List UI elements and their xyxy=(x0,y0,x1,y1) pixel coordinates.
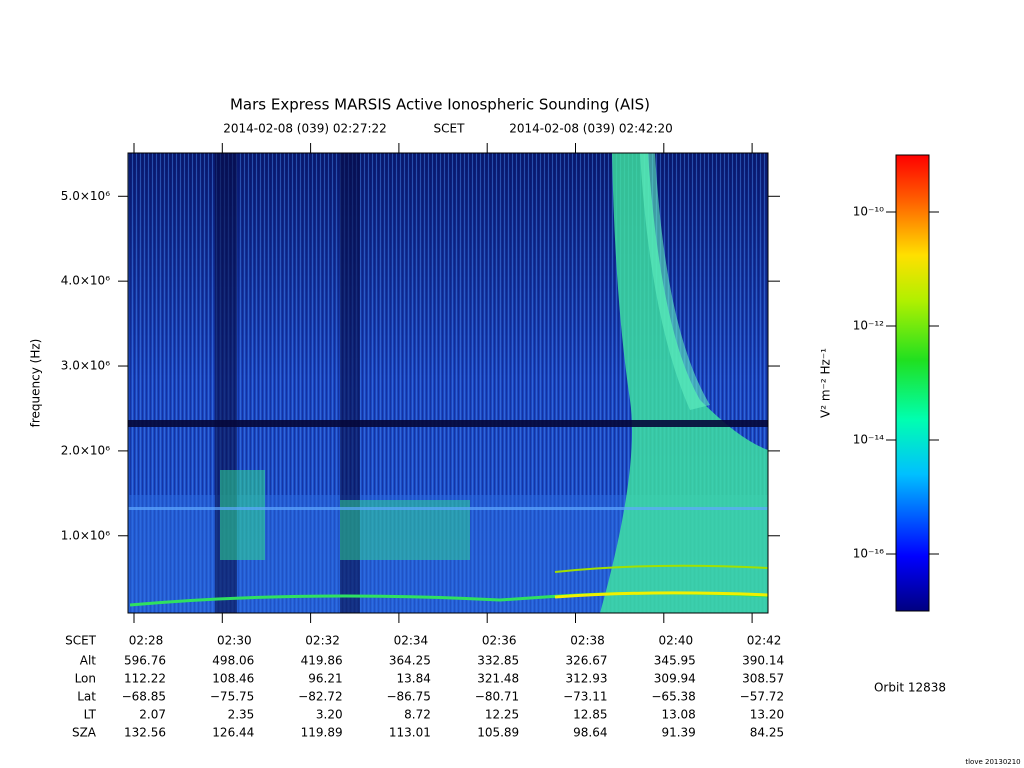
y-tick-label: 2.0×10⁶ xyxy=(61,443,110,457)
colorbar-tick-label: 10⁻¹⁶ xyxy=(853,547,884,561)
y-tick-label: 3.0×10⁶ xyxy=(61,359,110,373)
colorbar-label: V² m⁻² Hz⁻¹ xyxy=(819,348,833,418)
ephemeris-row-label: Lon xyxy=(75,672,96,686)
ephemeris-value: 419.86 xyxy=(301,654,343,668)
y-axis-label: frequency (Hz) xyxy=(29,339,43,428)
ephemeris-value: 13.08 xyxy=(661,708,695,722)
y-tick-label: 4.0×10⁶ xyxy=(61,274,110,288)
ephemeris-value: 3.20 xyxy=(316,708,343,722)
colorbar-tick-label: 10⁻¹² xyxy=(853,319,884,333)
ephemeris-value: 98.64 xyxy=(573,726,607,740)
ephemeris-value: −68.85 xyxy=(122,690,166,704)
ephemeris-row-label: Lat xyxy=(77,690,96,704)
ephemeris-value: 12.25 xyxy=(485,708,519,722)
ephemeris-value: −82.72 xyxy=(298,690,342,704)
x-tick-label: 02:28 xyxy=(129,634,164,648)
ephemeris-value: 105.89 xyxy=(477,726,519,740)
ephemeris-value: −65.38 xyxy=(651,690,695,704)
y-tick-label: 1.0×10⁶ xyxy=(61,528,110,542)
ephemeris-row-label: Alt xyxy=(80,654,97,668)
ephemeris-value: 364.25 xyxy=(389,654,431,668)
ephemeris-value: 390.14 xyxy=(742,654,784,668)
colorbar-tick-label: 10⁻¹⁰ xyxy=(853,205,884,219)
ephemeris-value: 345.95 xyxy=(654,654,696,668)
plot-frame xyxy=(127,152,769,614)
ephemeris-value: 96.21 xyxy=(308,672,342,686)
ephemeris-value: 132.56 xyxy=(124,726,166,740)
chart-title: Mars Express MARSIS Active Ionospheric S… xyxy=(230,96,650,114)
ephemeris-value: 326.67 xyxy=(566,654,608,668)
ephemeris-value: 119.89 xyxy=(301,726,343,740)
ephemeris-value: −75.75 xyxy=(210,690,254,704)
x-tick-label: 02:36 xyxy=(482,634,517,648)
start-time: 2014-02-08 (039) 02:27:22 xyxy=(223,122,387,136)
ephemeris-value: 13.84 xyxy=(397,672,431,686)
x-tick-label: 02:38 xyxy=(570,634,605,648)
ephemeris-value: −57.72 xyxy=(740,690,784,704)
y-tick-label: 5.0×10⁶ xyxy=(61,189,110,203)
ephemeris-value: 108.46 xyxy=(212,672,254,686)
x-tick-label: 02:42 xyxy=(747,634,782,648)
end-time: 2014-02-08 (039) 02:42:20 xyxy=(509,122,673,136)
x-tick-label: 02:34 xyxy=(394,634,429,648)
time-label: SCET xyxy=(434,122,466,136)
ephemeris-value: 308.57 xyxy=(742,672,784,686)
ephemeris-value: 112.22 xyxy=(124,672,166,686)
ephemeris-row-label: SCET xyxy=(65,634,97,648)
ephemeris-value: 596.76 xyxy=(124,654,166,668)
ephemeris-value: 84.25 xyxy=(750,726,784,740)
ephemeris-value: 12.85 xyxy=(573,708,607,722)
colorbar xyxy=(895,154,930,612)
ephemeris-value: 91.39 xyxy=(661,726,695,740)
x-tick-label: 02:30 xyxy=(217,634,252,648)
ephemeris-value: −86.75 xyxy=(386,690,430,704)
ephemeris-value: 2.07 xyxy=(139,708,166,722)
orbit: Orbit 12838 xyxy=(874,681,946,695)
ephemeris-row-label: SZA xyxy=(72,726,97,740)
ephemeris-value: 332.85 xyxy=(477,654,519,668)
ephemeris-value: 8.72 xyxy=(404,708,431,722)
ephemeris-value: 113.01 xyxy=(389,726,431,740)
x-tick-label: 02:40 xyxy=(659,634,694,648)
spectrogram-image xyxy=(128,153,768,613)
ephemeris-value: −80.71 xyxy=(475,690,519,704)
x-tick-label: 02:32 xyxy=(305,634,340,648)
ephemeris-value: 498.06 xyxy=(212,654,254,668)
ephemeris-value: 126.44 xyxy=(212,726,254,740)
ephemeris-value: 321.48 xyxy=(477,672,519,686)
colorbar-tick-label: 10⁻¹⁴ xyxy=(853,433,884,447)
ephemeris-row-label: LT xyxy=(84,708,97,722)
ephemeris-value: 2.35 xyxy=(228,708,255,722)
credit: tlove 20130210 xyxy=(965,758,1020,766)
ephemeris-value: 312.93 xyxy=(566,672,608,686)
ephemeris-value: 309.94 xyxy=(654,672,696,686)
ephemeris-value: 13.20 xyxy=(750,708,784,722)
ephemeris-value: −73.11 xyxy=(563,690,607,704)
